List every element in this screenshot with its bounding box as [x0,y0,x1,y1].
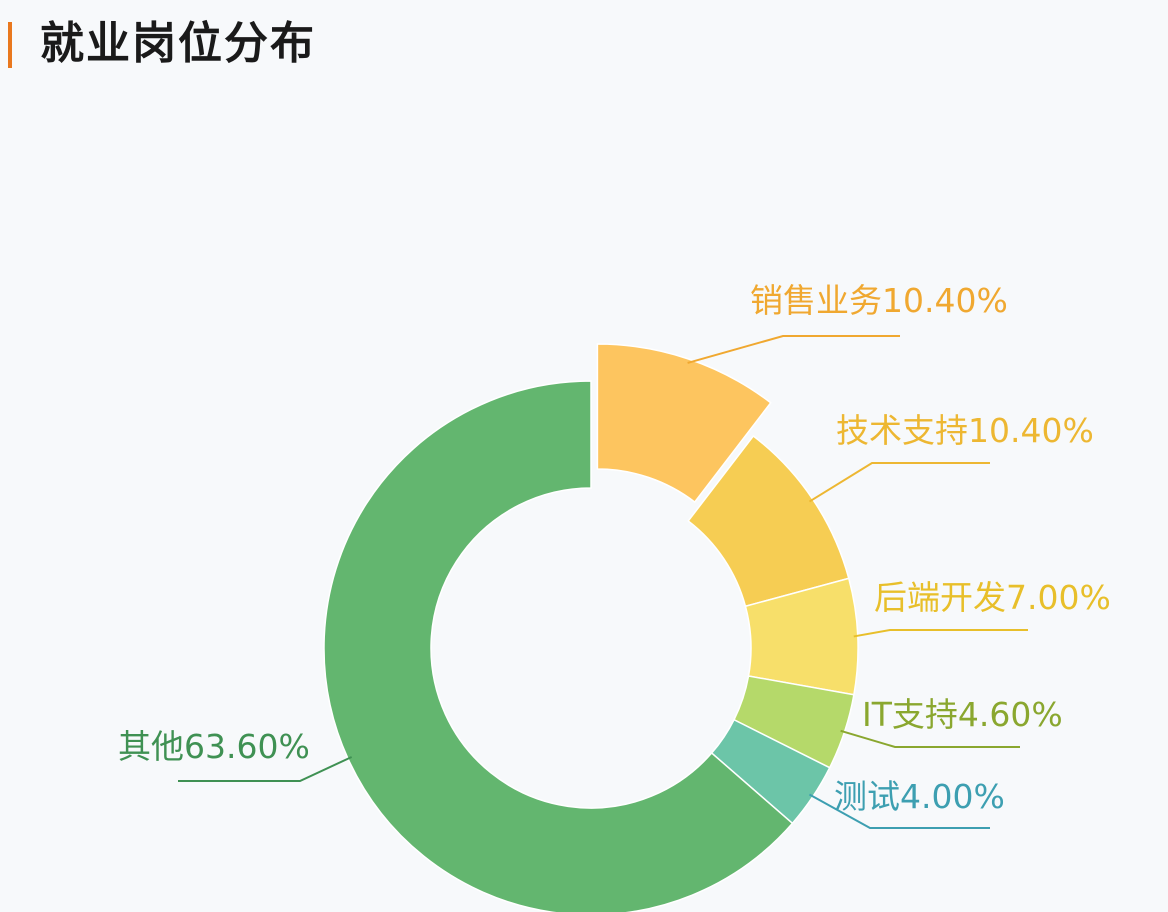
leader-line-2 [853,629,1028,638]
chart-title: 就业岗位分布 [40,18,316,69]
leader-line-1 [808,462,990,503]
slice-label-3: IT支持4.60% [862,695,1063,734]
slice-label-1: 技术支持10.40% [836,411,1094,450]
title-accent-bar [8,22,12,68]
slice-labels: 销售业务10.40% 技术支持10.40% 后端开发7.00% IT支持4.60% 测试… [118,281,1111,816]
slice-5[interactable] [323,380,794,912]
leader-line-3 [840,729,1020,748]
label-leader-lines [178,335,1028,829]
leader-line-5 [178,756,353,782]
slice-label-2: 后端开发7.00% [874,578,1111,617]
donut-slices [323,343,859,912]
slice-label-5: 其他63.60% [118,727,310,766]
slice-label-4: 测试4.00% [834,777,1005,816]
leader-line-4 [808,793,990,829]
leader-line-0 [687,335,900,364]
slice-0[interactable] [596,343,772,504]
slice-label-0: 销售业务10.40% [750,281,1008,320]
